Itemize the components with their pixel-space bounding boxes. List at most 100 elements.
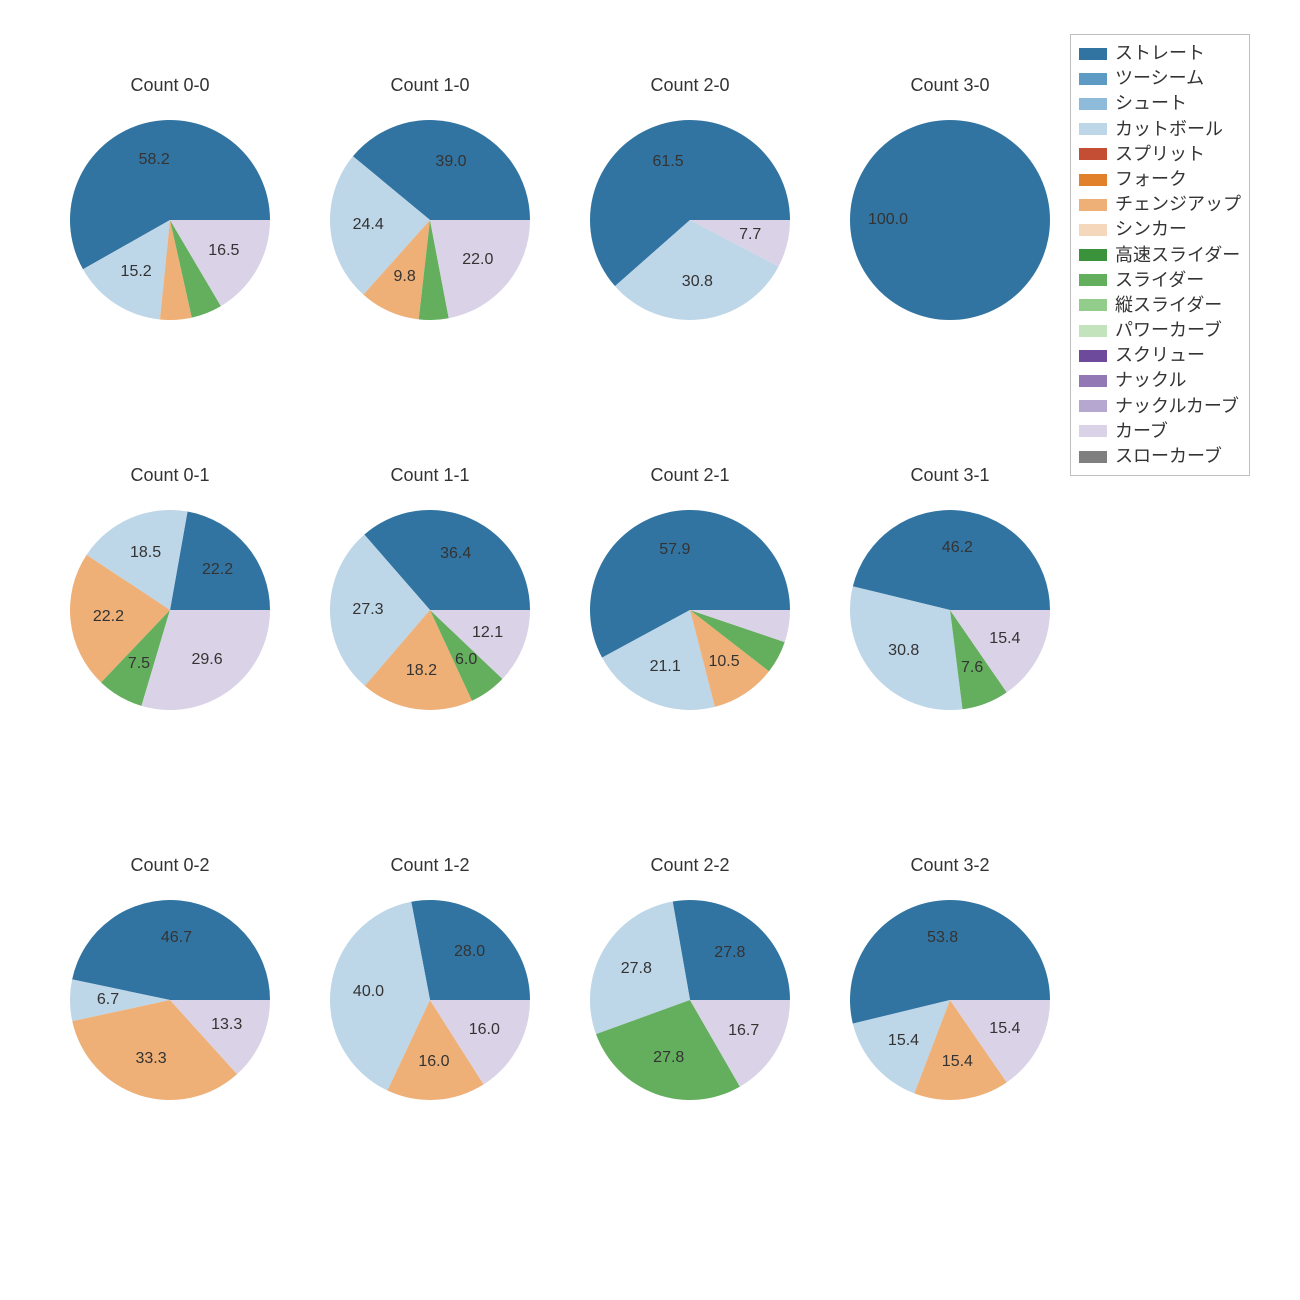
legend: ストレートツーシームシュートカットボールスプリットフォークチェンジアップシンカー… bbox=[1070, 34, 1250, 476]
legend-swatch bbox=[1079, 148, 1107, 160]
slice-label: 22.2 bbox=[93, 608, 124, 626]
legend-label: 高速スライダー bbox=[1115, 243, 1240, 268]
slice-label: 6.0 bbox=[455, 651, 477, 669]
legend-swatch bbox=[1079, 299, 1107, 311]
legend-item: 縦スライダー bbox=[1079, 293, 1241, 318]
slice-label: 58.2 bbox=[139, 151, 170, 169]
slice-label: 27.8 bbox=[714, 944, 745, 962]
legend-swatch bbox=[1079, 174, 1107, 186]
legend-swatch bbox=[1079, 199, 1107, 211]
slice-label: 57.9 bbox=[659, 541, 690, 559]
legend-item: ストレート bbox=[1079, 41, 1241, 66]
figure: Count 0-0 58.2 15.2 16.5 Count 1-0 39.0 24.4 9.… bbox=[0, 0, 1300, 1300]
chart-title: Count 0-1 bbox=[70, 465, 270, 486]
chart-title: Count 3-1 bbox=[850, 465, 1050, 486]
slice-label: 22.0 bbox=[462, 251, 493, 269]
legend-label: フォーク bbox=[1115, 167, 1187, 192]
legend-label: シュート bbox=[1115, 91, 1187, 116]
legend-label: カットボール bbox=[1115, 117, 1223, 142]
legend-item: フォーク bbox=[1079, 167, 1241, 192]
legend-item: シンカー bbox=[1079, 217, 1241, 242]
legend-label: ツーシーム bbox=[1115, 66, 1204, 91]
legend-item: シュート bbox=[1079, 91, 1241, 116]
pie-slice bbox=[72, 900, 270, 1000]
legend-swatch bbox=[1079, 274, 1107, 286]
legend-item: ツーシーム bbox=[1079, 66, 1241, 91]
slice-label: 15.4 bbox=[888, 1032, 919, 1050]
slice-label: 15.2 bbox=[121, 263, 152, 281]
slice-label: 15.4 bbox=[989, 1020, 1020, 1038]
slice-label: 100.0 bbox=[868, 211, 908, 229]
slice-label: 16.7 bbox=[728, 1022, 759, 1040]
legend-swatch bbox=[1079, 48, 1107, 60]
legend-label: シンカー bbox=[1115, 217, 1187, 242]
chart-title: Count 2-0 bbox=[590, 75, 790, 96]
chart-title: Count 3-0 bbox=[850, 75, 1050, 96]
legend-label: スローカーブ bbox=[1115, 444, 1222, 469]
slice-label: 40.0 bbox=[353, 983, 384, 1001]
legend-item: スクリュー bbox=[1079, 343, 1241, 368]
legend-label: パワーカーブ bbox=[1115, 318, 1222, 343]
legend-item: チェンジアップ bbox=[1079, 192, 1241, 217]
slice-label: 18.5 bbox=[130, 544, 161, 562]
legend-item: ナックルカーブ bbox=[1079, 394, 1241, 419]
slice-label: 24.4 bbox=[353, 216, 384, 234]
legend-swatch bbox=[1079, 350, 1107, 362]
legend-swatch bbox=[1079, 98, 1107, 110]
legend-label: スクリュー bbox=[1115, 343, 1205, 368]
legend-item: カットボール bbox=[1079, 117, 1241, 142]
slice-label: 27.3 bbox=[352, 601, 383, 619]
legend-swatch bbox=[1079, 425, 1107, 437]
slice-label: 15.4 bbox=[989, 630, 1020, 648]
legend-swatch bbox=[1079, 451, 1107, 463]
legend-item: ナックル bbox=[1079, 368, 1241, 393]
slice-label: 36.4 bbox=[440, 545, 471, 563]
legend-label: 縦スライダー bbox=[1115, 293, 1222, 318]
slice-label: 53.8 bbox=[927, 929, 958, 947]
slice-label: 39.0 bbox=[435, 153, 466, 171]
slice-label: 16.0 bbox=[418, 1053, 449, 1071]
legend-item: スローカーブ bbox=[1079, 444, 1241, 469]
legend-label: スプリット bbox=[1115, 142, 1205, 167]
slice-label: 7.6 bbox=[961, 659, 983, 677]
slice-label: 27.8 bbox=[621, 960, 652, 978]
legend-label: スライダー bbox=[1115, 268, 1204, 293]
chart-title: Count 2-1 bbox=[590, 465, 790, 486]
slice-label: 13.3 bbox=[211, 1016, 242, 1034]
slice-label: 12.1 bbox=[472, 624, 503, 642]
slice-label: 10.5 bbox=[708, 653, 739, 671]
chart-title: Count 1-1 bbox=[330, 465, 530, 486]
slice-label: 16.5 bbox=[208, 242, 239, 260]
legend-swatch bbox=[1079, 375, 1107, 387]
slice-label: 46.2 bbox=[942, 539, 973, 557]
legend-label: ストレート bbox=[1115, 41, 1205, 66]
chart-title: Count 3-2 bbox=[850, 855, 1050, 876]
slice-label: 9.8 bbox=[394, 268, 416, 286]
slice-label: 7.7 bbox=[739, 226, 761, 244]
chart-title: Count 1-2 bbox=[330, 855, 530, 876]
legend-label: チェンジアップ bbox=[1115, 192, 1241, 217]
legend-item: 高速スライダー bbox=[1079, 243, 1241, 268]
slice-label: 33.3 bbox=[135, 1050, 166, 1068]
chart-title: Count 2-2 bbox=[590, 855, 790, 876]
legend-swatch bbox=[1079, 73, 1107, 85]
chart-title: Count 1-0 bbox=[330, 75, 530, 96]
pie-chart bbox=[70, 120, 270, 320]
legend-swatch bbox=[1079, 123, 1107, 135]
slice-label: 28.0 bbox=[454, 943, 485, 961]
slice-label: 7.5 bbox=[128, 655, 150, 673]
legend-label: カーブ bbox=[1115, 419, 1168, 444]
slice-label: 21.1 bbox=[650, 658, 681, 676]
legend-label: ナックル bbox=[1115, 368, 1186, 393]
legend-label: ナックルカーブ bbox=[1115, 394, 1239, 419]
slice-label: 18.2 bbox=[406, 662, 437, 680]
legend-item: カーブ bbox=[1079, 419, 1241, 444]
slice-label: 27.8 bbox=[653, 1049, 684, 1067]
slice-label: 6.7 bbox=[97, 991, 119, 1009]
slice-label: 15.4 bbox=[942, 1053, 973, 1071]
legend-item: スプリット bbox=[1079, 142, 1241, 167]
legend-swatch bbox=[1079, 325, 1107, 337]
legend-swatch bbox=[1079, 224, 1107, 236]
legend-item: スライダー bbox=[1079, 268, 1241, 293]
chart-title: Count 0-0 bbox=[70, 75, 270, 96]
